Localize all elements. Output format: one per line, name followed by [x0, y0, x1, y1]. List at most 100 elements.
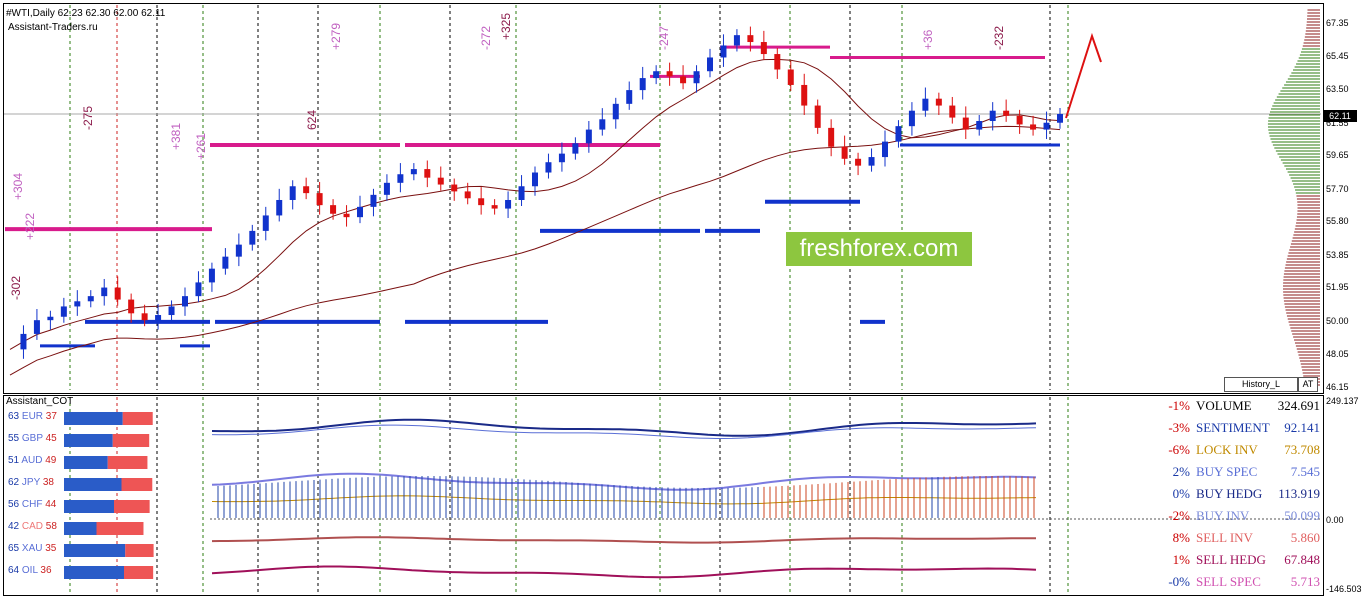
indicator-axis-tick: 249.137 [1326, 396, 1359, 406]
stat-value: 113.919 [1278, 486, 1320, 501]
stat-change: -3% [1168, 420, 1190, 435]
cot-currency: XAU [19, 543, 43, 554]
candle-body [626, 90, 633, 104]
candle-body [478, 198, 485, 206]
stat-change: 1% [1172, 552, 1190, 567]
cot-short-bar [125, 544, 154, 557]
cot-short-value: 49 [42, 455, 57, 466]
sentiment-line [211, 418, 1037, 437]
candle-body [20, 333, 27, 350]
cot-long-value: 42 [8, 521, 20, 532]
candle-body [962, 117, 969, 130]
lock-inv-line [211, 495, 1037, 505]
stat-value: 324.691 [1277, 398, 1320, 413]
candle-body [128, 299, 135, 314]
cot-row-jpy: 62 JPY 38 [8, 477, 54, 495]
stat-value: 7.545 [1290, 464, 1320, 479]
cot-long-value: 51 [8, 455, 20, 466]
stat-row-sentiment: -3% SENTIMENT 92.141 [1140, 420, 1320, 440]
candle-body [330, 205, 337, 214]
candle-body [343, 213, 350, 218]
candle-body [505, 199, 512, 209]
candle-body [370, 194, 377, 207]
cot-row-xau: 65 XAU 35 [8, 543, 56, 561]
stat-row-buy-spec: 2% BUY SPEC 7.545 [1140, 464, 1320, 484]
candle-body [60, 306, 67, 317]
price-axis-tick: 48.05 [1326, 349, 1349, 360]
sell-hedg-line [211, 565, 1037, 579]
stat-change: -6% [1168, 442, 1190, 457]
candle-body [464, 191, 471, 199]
candle-body [303, 186, 310, 194]
history-button[interactable]: History_L [1224, 377, 1298, 392]
candle-body [316, 193, 323, 206]
buy-hedg-line [211, 424, 1037, 439]
candle-body [114, 287, 121, 300]
candle-body [868, 157, 875, 166]
cot-short-bar [122, 412, 153, 425]
level-label: +381 [169, 123, 183, 150]
candle-body [935, 98, 942, 106]
candle-body [208, 268, 215, 283]
forecast-arrow [1065, 32, 1102, 119]
candle-body [989, 110, 996, 122]
candle-body [585, 129, 592, 144]
cot-short-value: 37 [43, 411, 57, 422]
cot-row-cad: 42 CAD 58 [8, 521, 57, 539]
level-label: +325 [499, 13, 513, 40]
indicator-pane[interactable] [3, 395, 1324, 596]
price-axis-tick: 61.55 [1326, 117, 1349, 128]
cot-short-value: 35 [42, 543, 57, 554]
stat-name: SELL SPEC [1196, 574, 1261, 589]
candle-body [720, 45, 727, 58]
price-axis-tick: 51.95 [1326, 282, 1349, 293]
price-axis-tick: 63.50 [1326, 84, 1349, 95]
stat-value: 92.141 [1284, 420, 1320, 435]
stat-name: BUY INV [1196, 508, 1250, 523]
cot-short-value: 44 [42, 499, 57, 510]
chart-window [3, 3, 1324, 596]
candle-body [155, 315, 162, 321]
cot-long-bar [64, 478, 122, 491]
candle-body [693, 71, 700, 84]
cot-row-chf: 56 CHF 44 [8, 499, 56, 517]
autotrading-button[interactable]: AT [1298, 377, 1318, 392]
level-label: +279 [329, 23, 343, 50]
candle-body [182, 296, 188, 307]
candle-body [141, 313, 148, 321]
cot-row-eur: 63 EUR 37 [8, 411, 57, 429]
level-label: +304 [11, 173, 25, 200]
candle-body [760, 42, 767, 55]
price-axis-tick: 65.45 [1326, 50, 1349, 61]
stat-name: BUY SPEC [1196, 464, 1258, 479]
candle-body [195, 282, 202, 297]
price-pane[interactable] [3, 3, 1324, 394]
stat-name: LOCK INV [1196, 442, 1258, 457]
level-label: -247 [657, 26, 671, 50]
cot-long-value: 56 [8, 499, 20, 510]
level-label: -275 [81, 106, 95, 130]
cot-short-value: 45 [42, 433, 57, 444]
candle-body [222, 256, 229, 269]
cot-currency: CAD [19, 521, 44, 532]
candle-body [639, 78, 646, 91]
cot-long-value: 64 [8, 565, 20, 576]
candle-body [1030, 124, 1037, 130]
candle-body [47, 316, 54, 321]
stat-change: -0% [1168, 574, 1190, 589]
candle-body [397, 174, 404, 183]
cot-long-bar [64, 522, 97, 535]
price-axis-tick: 67.35 [1326, 18, 1349, 28]
cot-short-bar [112, 434, 150, 447]
cot-short-value: 58 [43, 521, 57, 532]
candle-body [235, 244, 242, 257]
stat-change: -2% [1168, 508, 1190, 523]
sell-inv-line [211, 536, 1036, 544]
source-label: Assistant-Traders.ru [8, 22, 98, 33]
candle-body [383, 182, 390, 195]
candle-body [801, 84, 808, 106]
candle-body [882, 141, 888, 158]
candle-body [828, 127, 835, 147]
stat-row-sell-hedg: 1% SELL HEDG 67.848 [1140, 552, 1320, 572]
stat-change: 2% [1172, 464, 1190, 479]
